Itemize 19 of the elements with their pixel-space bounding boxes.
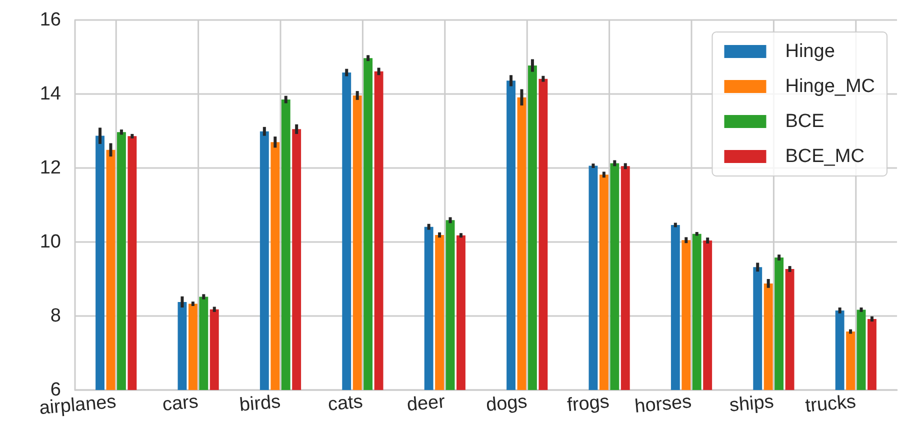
x-tick-label: horses — [634, 392, 692, 418]
x-tick-label: dogs — [485, 392, 528, 416]
x-tick-label: cats — [327, 392, 364, 416]
legend-label: Hinge — [785, 41, 835, 62]
y-tick-label: 10 — [40, 232, 61, 252]
x-tick-label: ships — [728, 392, 775, 416]
x-tick-label: frogs — [566, 392, 610, 416]
y-tick-label: 14 — [40, 84, 62, 104]
y-tick-label: 16 — [40, 10, 61, 30]
y-tick-label: 12 — [40, 158, 61, 178]
legend-label: BCE — [785, 111, 824, 132]
x-tick-label: birds — [238, 392, 282, 416]
y-tick-label: 8 — [50, 306, 61, 326]
x-tick-label: deer — [406, 392, 446, 416]
y-tick-label: 6 — [50, 380, 61, 400]
legend-label: Hinge_MC — [785, 76, 876, 97]
x-tick-label: cars — [162, 392, 200, 416]
legend-label: BCE_MC — [785, 146, 864, 167]
x-tick-label: trucks — [804, 392, 857, 417]
